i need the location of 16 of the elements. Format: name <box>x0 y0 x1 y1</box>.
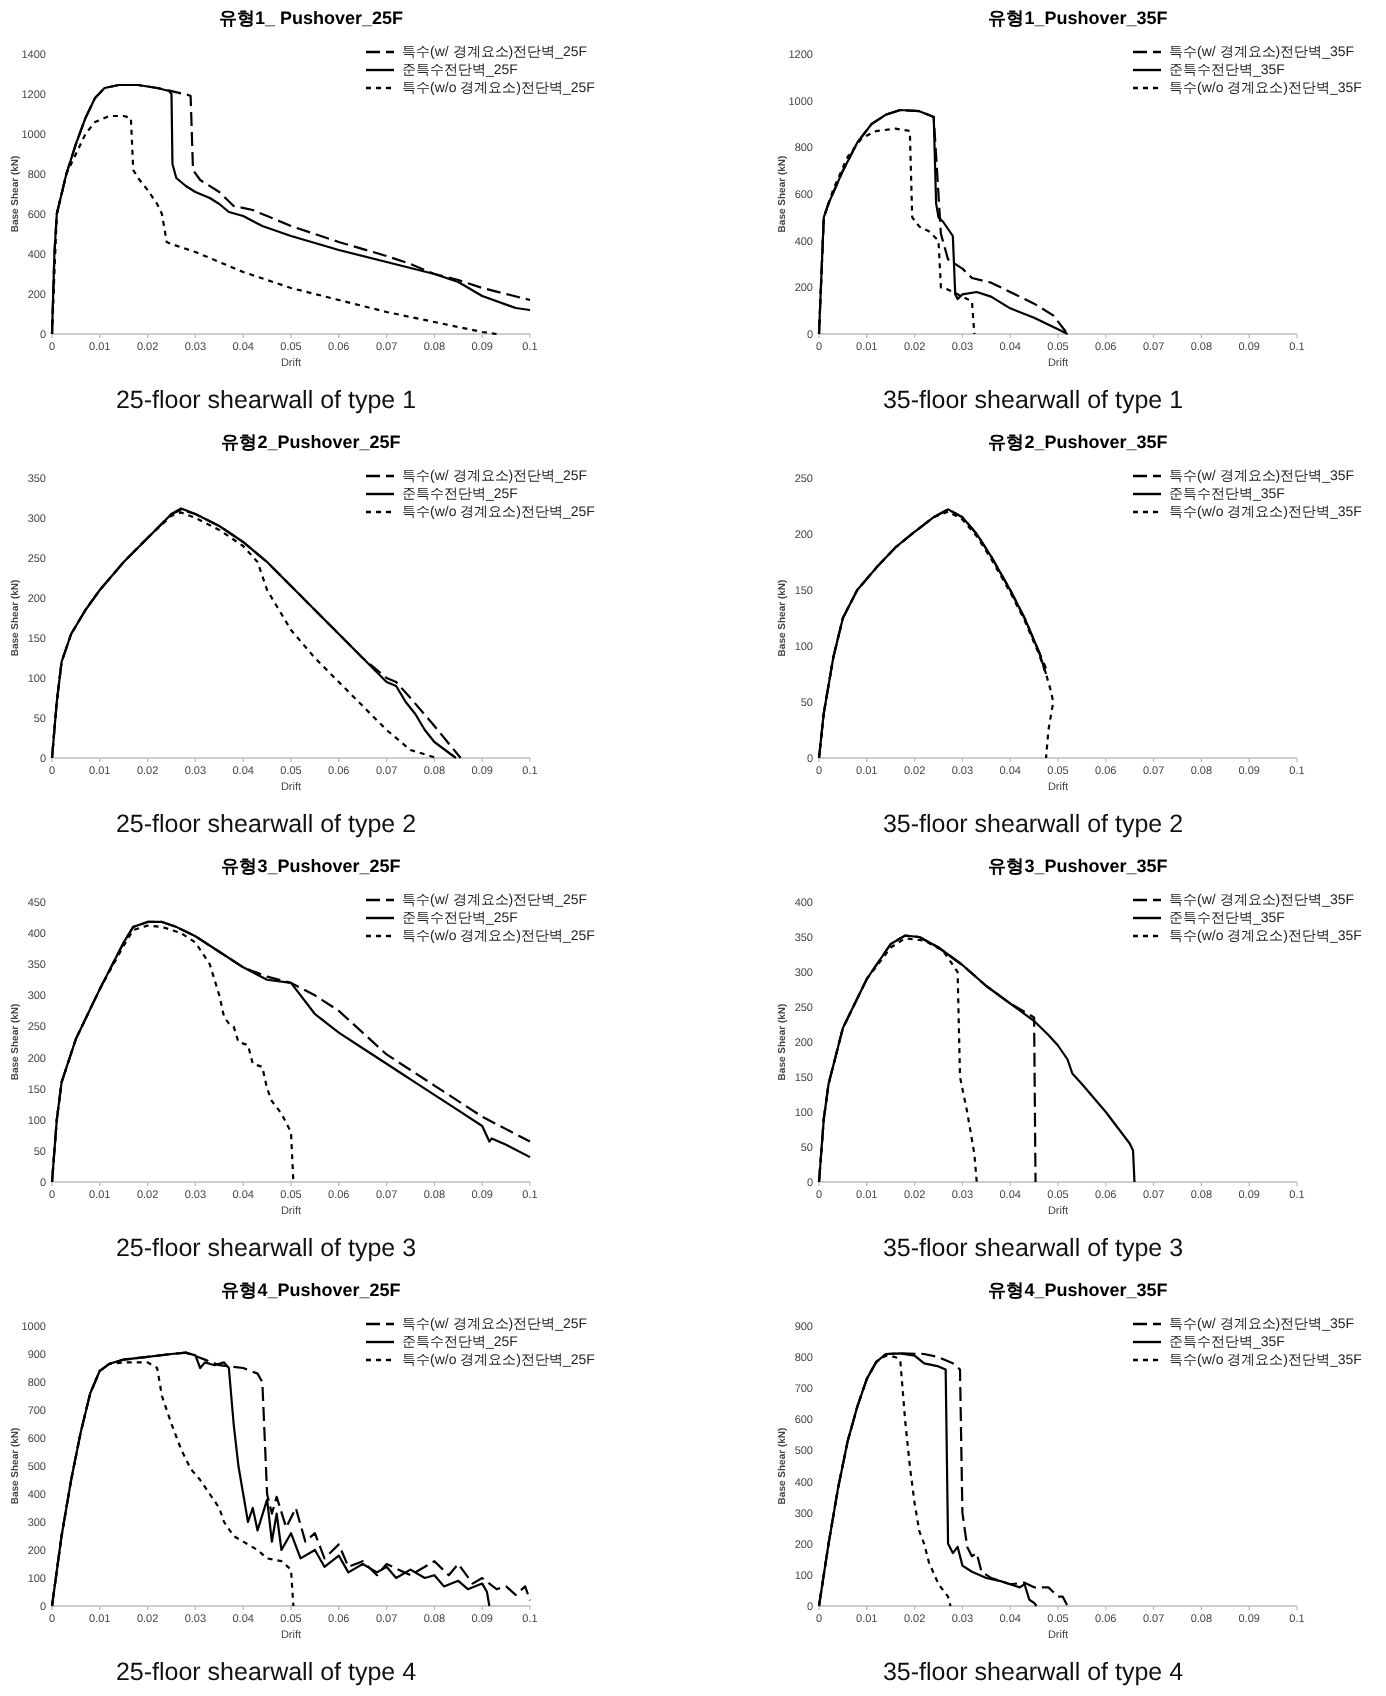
title: 유형3_Pushover_25F <box>221 856 401 876</box>
text: 35-floor shearwall of type 4 <box>882 1658 1184 1686</box>
title: 유형3_Pushover_35F <box>988 856 1168 876</box>
text: 25-floor shearwall of type 2 <box>115 810 417 838</box>
title: 유형2_Pushover_25F <box>221 432 401 452</box>
title: 유형1_Pushover_35F <box>988 8 1168 28</box>
text: 35-floor shearwall of type 3 <box>882 1234 1184 1262</box>
title: 유형4_Pushover_25F <box>221 1280 401 1300</box>
text: 35-floor shearwall of type 2 <box>882 810 1184 838</box>
text: 25-floor shearwall of type 3 <box>115 1234 417 1262</box>
text: 35-floor shearwall of type 1 <box>882 386 1184 414</box>
text: 25-floor shearwall of type 1 <box>115 386 417 414</box>
title: 유형2_Pushover_35F <box>988 432 1168 452</box>
text: 25-floor shearwall of type 4 <box>115 1658 417 1686</box>
title: 유형4_Pushover_35F <box>988 1280 1168 1300</box>
title: 유형1_ Pushover_25F <box>218 8 404 28</box>
